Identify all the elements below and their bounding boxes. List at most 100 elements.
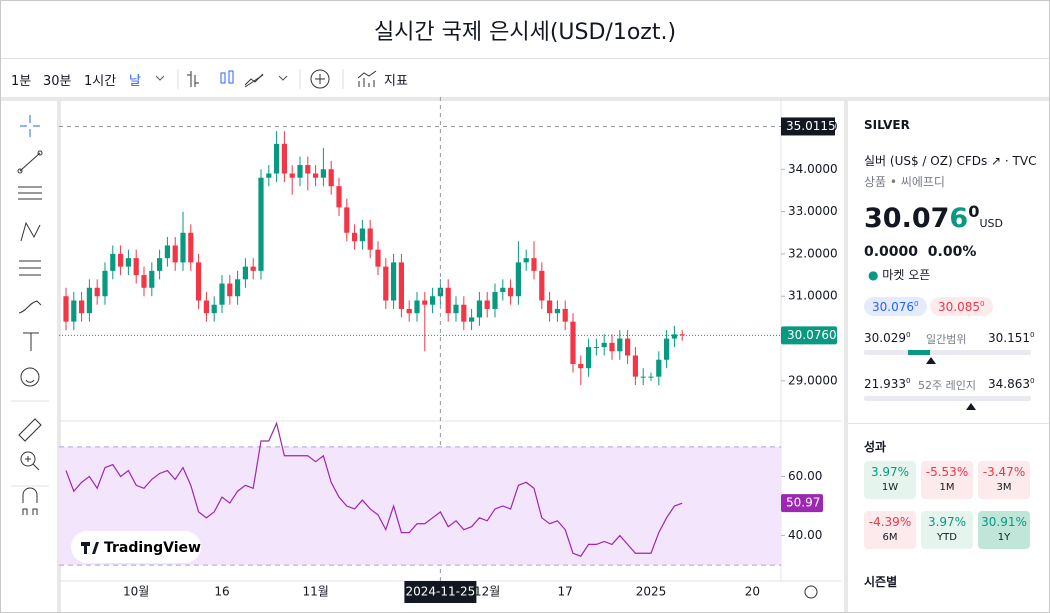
candle-body: [274, 143, 280, 174]
perf-label: 1M: [939, 482, 955, 493]
perf-cell: -5.53% 1M: [921, 461, 973, 499]
candle-body: [141, 275, 147, 288]
candle-body: [94, 287, 100, 297]
candle-body: [539, 270, 545, 301]
candle-body: [632, 355, 638, 377]
candle-body: [492, 292, 498, 309]
crosshair-date-box: [404, 581, 477, 603]
candle-body: [352, 232, 358, 242]
toolbar-icons[interactable]: [151, 67, 391, 91]
perf-value: -4.39%: [868, 515, 912, 529]
perf-label: 1Y: [997, 532, 1011, 543]
day-low-sup: 0: [906, 330, 911, 339]
w52-high-sup: 0: [1030, 376, 1035, 385]
candle-body: [320, 169, 326, 178]
candle-body: [328, 169, 334, 187]
candle-body: [359, 228, 365, 242]
x-tick-label: 16: [214, 585, 229, 599]
candle-body: [640, 376, 646, 378]
candle-body: [508, 287, 514, 297]
day-low: 30.0290: [864, 330, 911, 345]
day-range-label: 일간범위: [926, 333, 967, 346]
candle-body: [258, 177, 264, 271]
w52-marker: [966, 403, 976, 410]
candle-body: [476, 300, 482, 318]
last-price-label: 30.0760: [787, 328, 837, 342]
candle-body: [554, 308, 560, 314]
candle-body: [531, 258, 537, 271]
status: ● 마켓 오픈: [868, 268, 931, 282]
drawing-tools[interactable]: [1, 101, 61, 612]
day-range-fill: [908, 350, 930, 355]
w52-low-main: 21.933: [864, 377, 906, 391]
candle-body: [586, 347, 592, 369]
day-range-marker: [926, 357, 936, 364]
price-highlight: 6: [949, 203, 969, 234]
symbol-panel: SILVER 실버 (US$ / OZ) CFDs ↗ · TVC 상품 • 씨…: [844, 101, 1049, 612]
y-tick-label: 32.0000: [788, 246, 838, 260]
candle-body: [391, 262, 397, 301]
candle-body: [617, 338, 623, 352]
seasonal-title: 시즌별: [864, 575, 898, 589]
change: 0.0000 0.00%: [864, 244, 976, 260]
candle-body: [172, 245, 178, 263]
status-text: 마켓 오픈: [882, 268, 931, 282]
candle-body: [453, 304, 459, 314]
perf-cell: 3.97% 1W: [864, 461, 916, 499]
candle-body: [523, 258, 529, 263]
perf-cell: 3.97% YTD: [921, 511, 973, 549]
x-tick-label: 12월: [474, 585, 500, 599]
crosshair-price: 35.0115: [786, 119, 836, 133]
candle-body: [313, 173, 319, 178]
candle-body: [601, 342, 607, 348]
watermark: TradingView: [71, 531, 201, 563]
candle-body: [203, 300, 209, 314]
interval[interactable]: 30분: [43, 74, 72, 89]
x-tick-label: 10월: [123, 585, 149, 599]
candle-body: [250, 266, 256, 271]
category-text: 상품: [864, 175, 887, 189]
interval[interactable]: 날: [129, 74, 141, 89]
candle-body: [118, 253, 124, 267]
y-tick-label: 60.00: [788, 469, 822, 483]
interval[interactable]: 1분: [11, 74, 32, 89]
price-main: 30.07: [864, 203, 950, 234]
candle-body: [547, 300, 553, 314]
w52-low: 21.9330: [864, 376, 911, 391]
perf-cell: -4.39% 6M: [864, 511, 916, 549]
rsi-last-box: [781, 494, 823, 513]
candle-body: [656, 359, 662, 377]
perf-value: 30.91%: [981, 515, 1027, 529]
interval[interactable]: 1시간: [84, 74, 117, 89]
candle-body: [281, 143, 287, 174]
x-tick-label: 20: [745, 585, 760, 599]
category: 상품 • 씨에프디: [864, 175, 945, 189]
day-low-main: 30.029: [864, 331, 906, 345]
indicators-button[interactable]: 지표: [384, 74, 408, 89]
candle-body: [242, 266, 248, 280]
settings-icon[interactable]: [804, 585, 818, 599]
candle-body: [578, 363, 584, 369]
ask-sup: 0: [980, 299, 985, 308]
subcategory: 씨에프디: [900, 175, 945, 189]
w52-low-sup: 0: [906, 376, 911, 385]
day-high-sup: 0: [1030, 330, 1035, 339]
candle-body: [133, 258, 139, 276]
crosshair-price-box: [781, 117, 835, 136]
candle-body: [367, 228, 373, 250]
day-range-bar: [864, 350, 1031, 355]
candle-body: [71, 300, 77, 322]
y-tick-label: 34.0000: [788, 162, 838, 176]
currency: USD: [979, 217, 1003, 230]
day-high: 30.1510: [988, 330, 1035, 345]
y-tick-label: 33.0000: [788, 204, 838, 218]
candle-body: [593, 347, 599, 349]
candle-body: [164, 245, 170, 259]
candle-body: [157, 258, 163, 271]
candle-body: [102, 270, 108, 297]
candle-body: [227, 283, 233, 297]
rsi-last-label: 50.97: [786, 496, 820, 510]
day-high-main: 30.151: [988, 331, 1030, 345]
price-sup: 0: [968, 202, 980, 221]
candle-body: [500, 287, 506, 293]
